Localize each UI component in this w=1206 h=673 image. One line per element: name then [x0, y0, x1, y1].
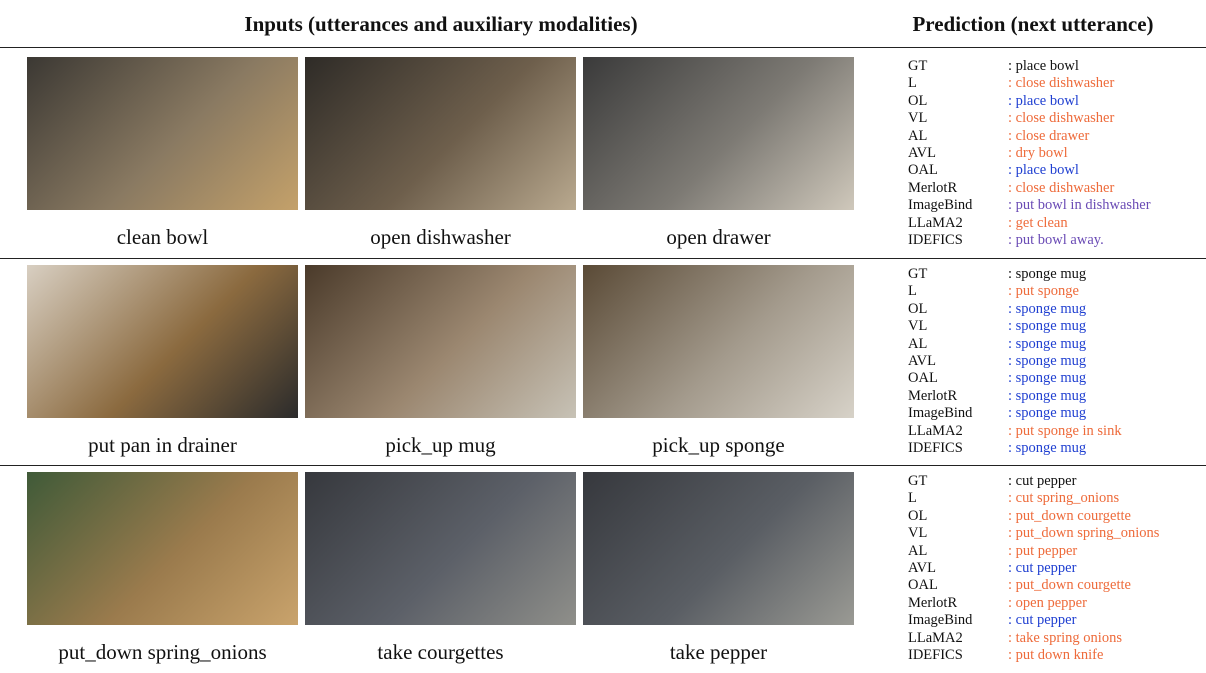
prediction: : sponge mug: [1008, 440, 1087, 456]
photo: [583, 265, 854, 418]
model-name: ImageBind: [908, 612, 973, 629]
photo: [305, 265, 576, 418]
caption: take pepper: [669, 640, 768, 664]
photo: [305, 57, 576, 210]
prediction: : dry bowl: [1008, 145, 1068, 161]
caption: put pan in drainer: [88, 433, 237, 457]
prediction: : put_down courgette: [1008, 577, 1131, 594]
prediction: : cut pepper: [1008, 612, 1077, 629]
prediction-header: Prediction (next utterance): [912, 12, 1154, 36]
prediction: : get clean: [1008, 214, 1068, 231]
model-name: L: [908, 490, 917, 507]
model-name: AL: [908, 335, 928, 352]
rule: [0, 47, 1206, 48]
model-name: LLaMA2: [908, 214, 963, 231]
photo: [27, 265, 298, 418]
photo: [27, 472, 298, 625]
model-name: IDEFICS: [908, 232, 963, 248]
model-name: ImageBind: [908, 405, 973, 422]
prediction: : sponge mug: [1008, 300, 1087, 317]
model-name: AVL: [908, 353, 936, 369]
prediction: : put bowl in dishwasher: [1008, 197, 1151, 214]
caption: put_down spring_onions: [58, 640, 267, 664]
prediction: : put down knife: [1008, 647, 1104, 663]
prediction: : put sponge in sink: [1008, 422, 1122, 439]
prediction: : cut pepper: [1008, 560, 1077, 576]
prediction: : cut spring_onions: [1008, 490, 1120, 507]
inputs-header: Inputs (utterances and auxiliary modalit…: [244, 12, 638, 36]
prediction: : sponge mug: [1008, 266, 1087, 282]
model-name: MerlotR: [908, 594, 958, 611]
photo: [27, 57, 298, 210]
prediction: : place bowl: [1008, 162, 1079, 179]
model-name: MerlotR: [908, 179, 958, 196]
rule: [0, 258, 1206, 259]
prediction: : put sponge: [1008, 283, 1079, 300]
prediction: : sponge mug: [1008, 335, 1087, 352]
model-name: OL: [908, 300, 928, 317]
caption: take courgettes: [377, 640, 504, 664]
model-name: AVL: [908, 560, 936, 576]
model-name: L: [908, 75, 917, 92]
model-name: LLaMA2: [908, 422, 963, 439]
model-name: GT: [908, 58, 928, 74]
prediction: : put_down courgette: [1008, 507, 1131, 524]
prediction: : sponge mug: [1008, 370, 1087, 387]
model-name: GT: [908, 473, 928, 489]
model-name: MerlotR: [908, 387, 958, 404]
model-name: OL: [908, 507, 928, 524]
prediction: : put bowl away.: [1008, 232, 1104, 248]
prediction: : put pepper: [1008, 542, 1078, 559]
caption: clean bowl: [116, 225, 209, 249]
prediction: : sponge mug: [1008, 353, 1087, 369]
prediction: : close dishwasher: [1008, 179, 1115, 196]
model-name: LLaMA2: [908, 629, 963, 646]
prediction: : sponge mug: [1008, 318, 1087, 335]
rule: [0, 465, 1206, 466]
photo: [305, 472, 576, 625]
prediction: : open pepper: [1008, 594, 1087, 611]
model-name: OAL: [908, 370, 938, 387]
prediction: : take spring onions: [1008, 629, 1122, 646]
prediction: : sponge mug: [1008, 405, 1087, 422]
prediction: : close drawer: [1008, 127, 1090, 144]
model-name: IDEFICS: [908, 440, 963, 456]
prediction: : close dishwasher: [1008, 110, 1115, 127]
model-name: AVL: [908, 145, 936, 161]
model-name: VL: [908, 110, 928, 127]
model-name: OL: [908, 92, 928, 109]
prediction: : place bowl: [1008, 92, 1079, 109]
photo: [583, 472, 854, 625]
model-name: GT: [908, 266, 928, 282]
prediction: : put_down spring_onions: [1008, 525, 1160, 542]
prediction: : sponge mug: [1008, 387, 1087, 404]
model-name: AL: [908, 542, 928, 559]
model-name: OAL: [908, 577, 938, 594]
prediction: : close dishwasher: [1008, 75, 1115, 92]
caption: open drawer: [666, 225, 771, 249]
caption: pick_up sponge: [652, 433, 785, 457]
photo: [583, 57, 854, 210]
model-name: VL: [908, 525, 928, 542]
prediction: : place bowl: [1008, 58, 1079, 74]
model-name: AL: [908, 127, 928, 144]
model-name: ImageBind: [908, 197, 973, 214]
model-name: IDEFICS: [908, 647, 963, 663]
prediction: : cut pepper: [1008, 473, 1077, 489]
model-name: VL: [908, 318, 928, 335]
caption: pick_up mug: [385, 433, 496, 457]
caption: open dishwasher: [370, 225, 511, 249]
model-name: L: [908, 283, 917, 300]
model-name: OAL: [908, 162, 938, 179]
